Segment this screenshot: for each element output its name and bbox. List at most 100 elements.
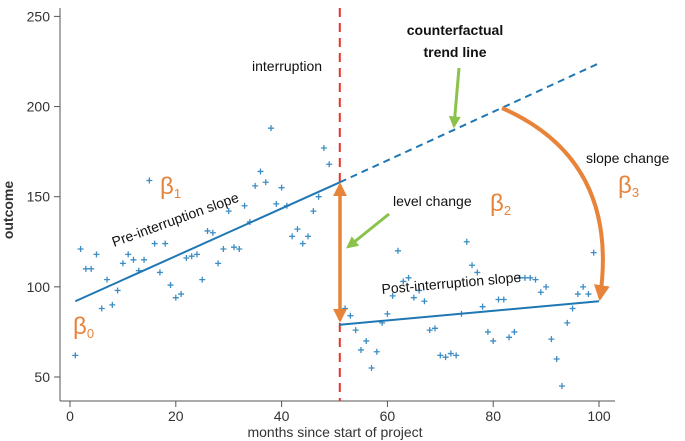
data-point — [426, 327, 433, 334]
data-point — [532, 276, 539, 283]
data-point — [495, 296, 502, 303]
fitted-lines — [74, 8, 600, 401]
data-point — [405, 274, 412, 281]
data-point — [585, 291, 592, 298]
data-point — [569, 305, 576, 312]
data-point — [183, 255, 190, 262]
data-point — [527, 274, 534, 281]
data-point — [252, 182, 259, 189]
counterfactual-callout-arrow — [448, 67, 461, 129]
data-point — [278, 184, 285, 191]
data-point — [352, 327, 359, 334]
data-point — [93, 251, 100, 258]
data-point — [437, 352, 444, 359]
y-tick-label: 250 — [27, 8, 51, 24]
data-point — [511, 328, 518, 335]
data-point — [516, 274, 523, 281]
data-point — [193, 251, 200, 258]
data-point — [230, 244, 237, 251]
beta2-label: β2 — [490, 190, 511, 218]
data-point — [357, 346, 364, 353]
counterfactual-line — [339, 62, 600, 184]
data-point — [432, 325, 439, 332]
data-point — [558, 383, 565, 390]
y-tick-label: 150 — [27, 189, 51, 205]
data-point — [320, 145, 327, 152]
data-point — [151, 240, 158, 247]
data-point — [82, 265, 89, 272]
beta1-label: β1 — [160, 173, 181, 201]
data-point — [77, 245, 84, 252]
data-point — [310, 208, 317, 215]
x-tick-label: 100 — [587, 408, 611, 424]
data-point — [389, 292, 396, 299]
data-point — [225, 208, 232, 215]
data-point — [373, 348, 380, 355]
data-point — [72, 352, 79, 359]
data-point — [172, 294, 179, 301]
y-tick-label: 50 — [34, 369, 50, 385]
plot-area — [59, 8, 615, 402]
data-point — [400, 278, 407, 285]
data-point — [114, 287, 121, 294]
beta3-label: β3 — [618, 172, 639, 200]
data-point — [146, 177, 153, 184]
data-point — [506, 334, 513, 341]
data-point — [305, 233, 312, 240]
data-point — [215, 260, 222, 267]
data-point — [474, 269, 481, 276]
data-point — [342, 305, 349, 312]
data-point — [463, 238, 470, 245]
data-point — [273, 200, 280, 207]
data-point — [98, 305, 105, 312]
data-point — [543, 283, 550, 290]
data-point — [548, 336, 555, 343]
data-point — [315, 193, 322, 200]
data-point — [347, 312, 354, 319]
data-point — [162, 240, 169, 247]
x-tick-label: 80 — [485, 408, 501, 424]
counterfactual-label-line1: counterfactual — [407, 22, 503, 38]
x-tick-label: 40 — [274, 408, 290, 424]
data-point — [88, 265, 95, 272]
interruption-label: interruption — [252, 58, 322, 74]
scatter-points — [72, 125, 597, 390]
x-axis-title: months since start of project — [247, 424, 422, 440]
pre-fit-line — [74, 181, 341, 303]
data-point — [590, 249, 597, 256]
data-point — [574, 291, 581, 298]
data-point — [410, 294, 417, 301]
data-point — [500, 296, 507, 303]
data-point — [125, 251, 132, 258]
y-tick-label: 100 — [27, 279, 51, 295]
y-tick-label: 200 — [27, 99, 51, 115]
x-tick-label: 0 — [66, 408, 74, 424]
data-point — [479, 303, 486, 310]
level-change-callout-arrow — [346, 212, 390, 249]
beta0-label: β0 — [73, 313, 94, 341]
data-point — [326, 161, 333, 168]
data-point — [141, 256, 148, 263]
data-point — [363, 337, 370, 344]
data-point — [289, 233, 296, 240]
data-point — [268, 125, 275, 132]
data-point — [262, 179, 269, 186]
data-point — [156, 269, 163, 276]
data-point — [241, 202, 248, 209]
data-point — [178, 291, 185, 298]
data-point — [209, 229, 216, 236]
x-tick-label: 20 — [168, 408, 184, 424]
data-point — [447, 350, 454, 357]
slope-change-label: slope change — [586, 150, 670, 166]
data-point — [109, 301, 116, 308]
data-point — [220, 245, 227, 252]
data-point — [580, 283, 587, 290]
data-point — [394, 247, 401, 254]
data-point — [167, 282, 174, 289]
data-point — [484, 328, 491, 335]
axis-ticks: 0 20 40 60 80 100 50 100 150 200 250 — [27, 8, 611, 424]
data-point — [199, 276, 206, 283]
data-point — [453, 352, 460, 359]
post-slope-label: Post-interruption slope — [381, 269, 522, 297]
